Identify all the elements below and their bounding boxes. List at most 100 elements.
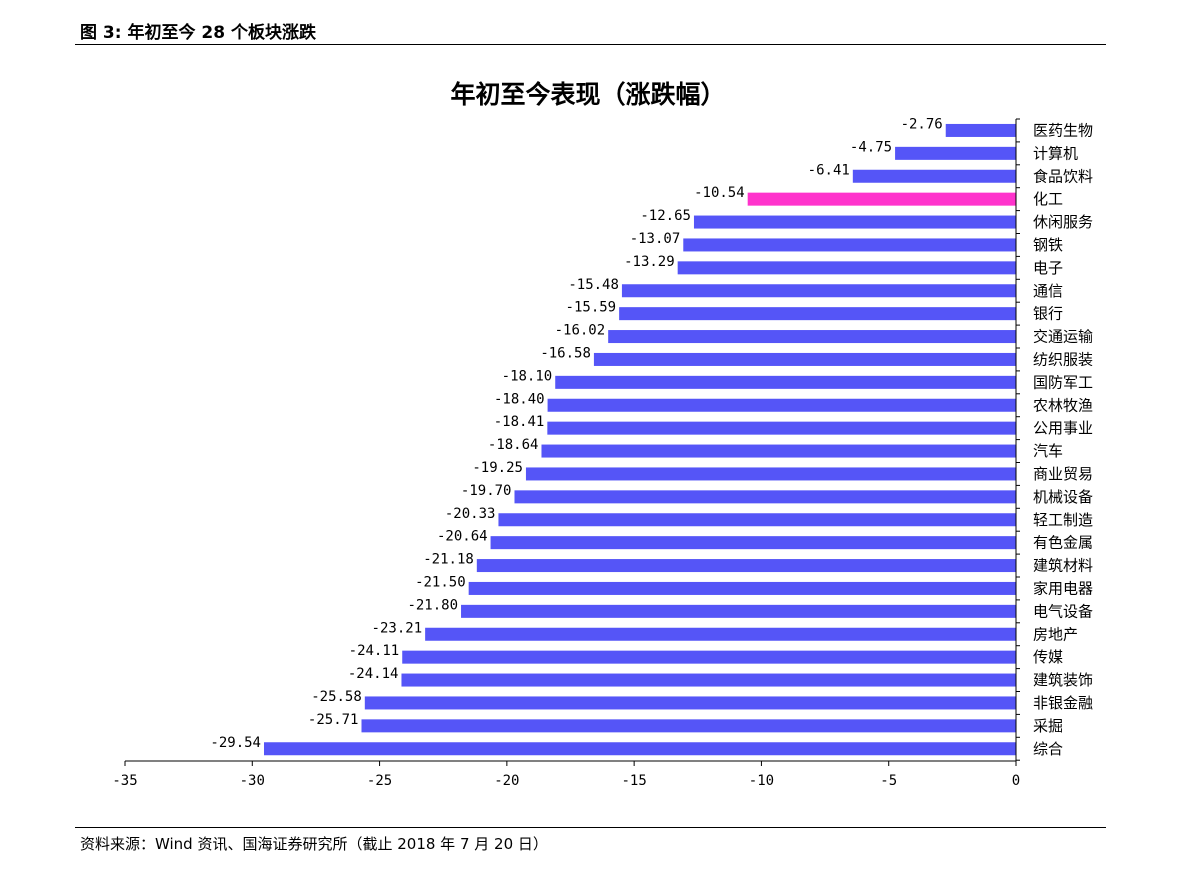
bar-12 (555, 375, 1016, 389)
value-labels-group: -2.76-4.75-6.41-10.54-12.65-13.07-13.29-… (210, 116, 942, 750)
category-label: 有色金属 (1033, 534, 1093, 552)
figure-title: 图 3: 年初至今 28 个板块涨跌 (80, 23, 316, 43)
value-label: -18.40 (494, 391, 545, 407)
x-tick-label: -30 (240, 773, 265, 789)
value-label: -21.80 (407, 597, 458, 613)
value-label: -18.10 (502, 368, 553, 384)
value-label: -21.50 (415, 574, 466, 590)
source-note: 资料来源：Wind 资讯、国海证券研究所（截止 2018 年 7 月 20 日） (80, 835, 548, 853)
bar-28 (263, 742, 1017, 756)
category-label: 建筑装饰 (1033, 671, 1093, 689)
category-label: 电子 (1033, 259, 1063, 277)
category-label: 家用电器 (1033, 579, 1093, 597)
category-label: 交通运输 (1033, 328, 1093, 346)
category-label: 传媒 (1033, 648, 1063, 666)
x-tick-label: 0 (1012, 773, 1020, 789)
value-label: -18.41 (494, 414, 545, 430)
chart-title: 年初至今表现（涨跌幅） (450, 80, 725, 109)
bar-4 (747, 192, 1016, 206)
x-tick-label: -10 (749, 773, 774, 789)
axes-group: -35 -30 -25 -20 -15 -10 -5 0 (112, 118, 1020, 789)
top-rule (75, 44, 1106, 45)
category-label: 医药生物 (1033, 121, 1093, 139)
category-label: 房地产 (1033, 625, 1078, 643)
value-label: -19.70 (461, 483, 512, 499)
category-label: 通信 (1033, 282, 1063, 300)
value-label: -24.11 (349, 643, 400, 659)
value-label: -19.25 (472, 460, 523, 476)
bar-23 (425, 627, 1016, 641)
bar-10 (608, 330, 1016, 344)
bar-14 (547, 421, 1016, 435)
value-label: -13.07 (630, 231, 681, 247)
x-tick-label: -35 (112, 773, 137, 789)
value-label: -4.75 (850, 139, 892, 155)
category-label: 非银金融 (1033, 694, 1093, 712)
x-tick-label: -15 (621, 773, 646, 789)
category-label: 公用事业 (1033, 419, 1093, 437)
category-label: 休闲服务 (1033, 213, 1093, 231)
bar-17 (514, 490, 1016, 504)
category-label: 商业贸易 (1033, 465, 1093, 483)
category-label: 国防军工 (1033, 373, 1093, 391)
value-label: -12.65 (640, 208, 691, 224)
bar-6 (683, 238, 1016, 252)
bar-9 (619, 307, 1016, 321)
bars-group (263, 123, 1017, 756)
bar-18 (498, 513, 1016, 527)
category-label: 综合 (1033, 740, 1063, 758)
category-label: 计算机 (1033, 144, 1078, 162)
value-label: -20.64 (437, 529, 488, 545)
value-label: -13.29 (624, 254, 675, 270)
bar-27 (361, 719, 1017, 733)
category-label: 食品饮料 (1033, 167, 1093, 185)
bar-7 (677, 261, 1016, 275)
bar-25 (401, 673, 1016, 687)
value-label: -10.54 (694, 185, 745, 201)
value-label: -24.14 (348, 666, 399, 682)
category-label: 电气设备 (1033, 602, 1093, 620)
bar-5 (693, 215, 1016, 229)
bar-22 (461, 604, 1016, 618)
bar-24 (402, 650, 1016, 664)
bar-11 (593, 352, 1016, 366)
value-label: -25.71 (308, 712, 359, 728)
value-label: -25.58 (311, 689, 362, 705)
bar-8 (621, 284, 1016, 298)
bar-3 (852, 169, 1016, 183)
bar-26 (364, 696, 1016, 710)
value-label: -20.33 (445, 506, 496, 522)
category-label: 化工 (1033, 190, 1063, 208)
value-label: -18.64 (488, 437, 539, 453)
category-label: 汽车 (1033, 442, 1063, 460)
bar-19 (490, 536, 1016, 550)
value-label: -29.54 (210, 735, 261, 751)
value-label: -23.21 (372, 620, 423, 636)
value-label: -15.59 (566, 300, 617, 316)
bottom-rule (75, 827, 1106, 828)
value-label: -21.18 (423, 552, 474, 568)
bar-16 (525, 467, 1016, 481)
category-label: 采掘 (1033, 717, 1063, 735)
value-label: -16.02 (555, 323, 606, 339)
category-label: 机械设备 (1033, 488, 1093, 506)
value-label: -15.48 (568, 277, 619, 293)
category-label: 农林牧渔 (1033, 396, 1093, 414)
bar-13 (547, 398, 1016, 412)
bar-20 (476, 559, 1016, 573)
category-label: 轻工制造 (1033, 511, 1093, 529)
x-tick-label: -5 (880, 773, 897, 789)
x-tick-label: -25 (367, 773, 392, 789)
category-label: 银行 (1033, 305, 1063, 323)
value-label: -16.58 (540, 345, 591, 361)
bar-2 (895, 146, 1016, 160)
bar-15 (541, 444, 1016, 458)
bar-1 (945, 123, 1016, 137)
x-tick-label: -20 (494, 773, 519, 789)
bar-21 (468, 581, 1017, 595)
category-label: 纺织服装 (1033, 350, 1093, 368)
category-label: 建筑材料 (1033, 557, 1093, 575)
category-labels-group: 医药生物计算机食品饮料化工休闲服务钢铁电子通信银行交通运输纺织服装国防军工农林牧… (1033, 121, 1093, 757)
value-label: -2.76 (901, 116, 943, 132)
